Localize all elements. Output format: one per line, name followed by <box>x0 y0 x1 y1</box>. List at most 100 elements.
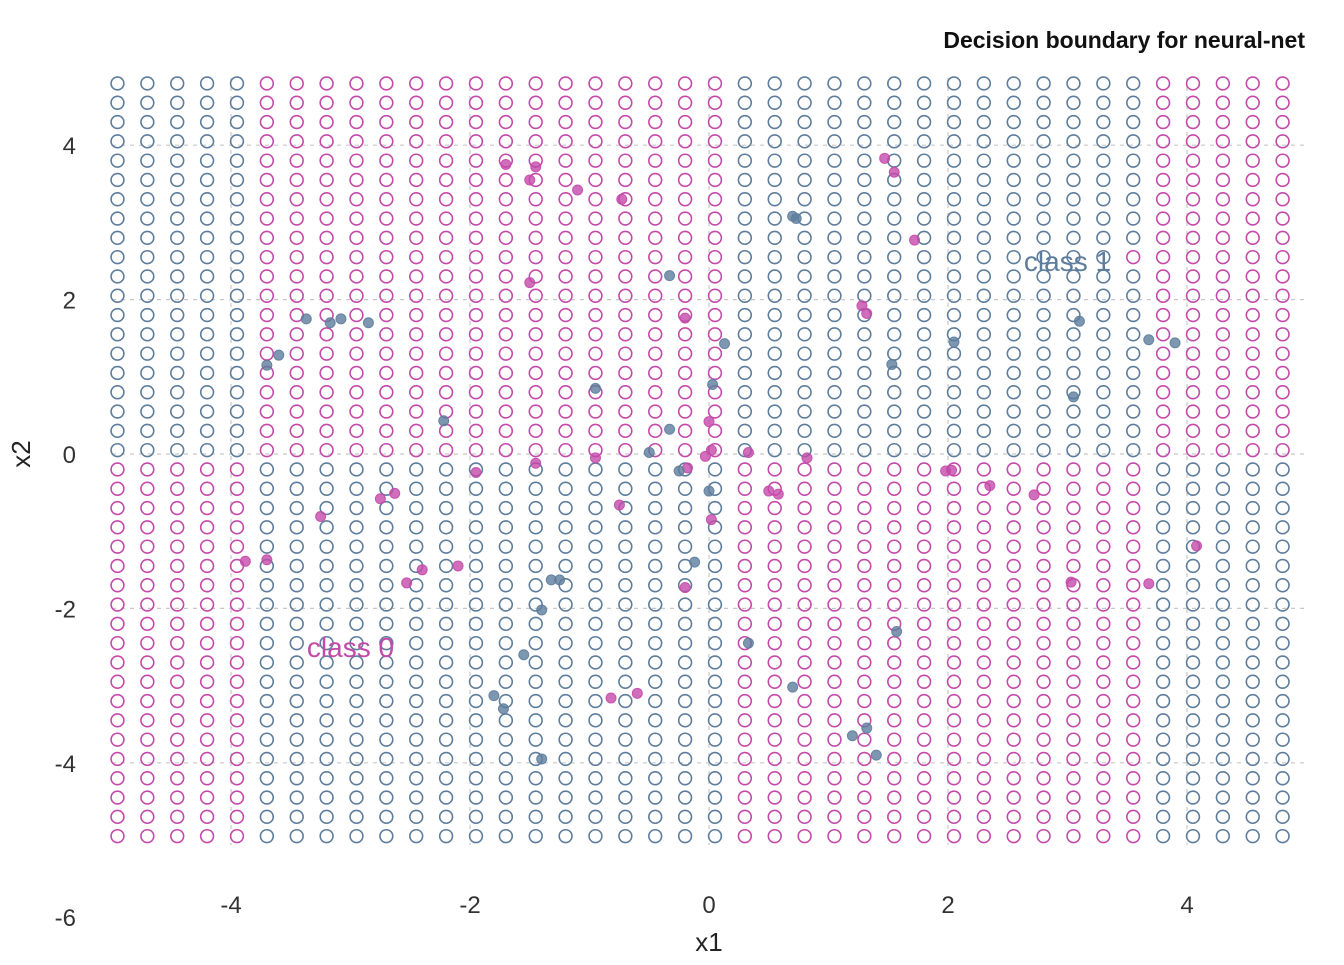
grid-marker-class-0 <box>170 635 185 651</box>
grid-marker-class-0 <box>1036 674 1051 689</box>
grid-marker-class-0 <box>648 76 663 91</box>
grid-marker-class-0 <box>1096 828 1111 844</box>
grid-marker-class-1 <box>1155 693 1171 709</box>
grid-marker-class-0 <box>887 751 902 767</box>
grid-marker-class-0 <box>349 172 364 188</box>
grid-marker-class-0 <box>1126 713 1141 728</box>
grid-marker-class-0 <box>1066 828 1081 844</box>
grid-marker-class-0 <box>618 288 633 303</box>
grid-marker-class-1 <box>946 404 962 419</box>
grid-marker-class-1 <box>259 674 275 689</box>
grid-marker-class-1 <box>1245 539 1260 554</box>
grid-marker-class-1 <box>737 249 753 265</box>
grid-marker-class-1 <box>588 674 603 689</box>
grid-marker-class-1 <box>916 404 932 419</box>
grid-marker-class-1 <box>438 790 454 805</box>
grid-marker-class-1 <box>170 423 185 439</box>
grid-marker-class-1 <box>528 558 543 574</box>
grid-marker-class-0 <box>1066 616 1081 632</box>
grid-marker-class-1 <box>498 751 514 767</box>
data-point-class-1 <box>703 485 715 497</box>
grid-marker-class-0 <box>1066 481 1081 496</box>
data-point-class-0 <box>616 193 628 205</box>
grid-marker-class-0 <box>946 635 962 651</box>
data-point-class-1 <box>488 690 500 702</box>
grid-marker-class-1 <box>170 269 185 284</box>
grid-marker-class-0 <box>1036 462 1051 477</box>
grid-marker-class-1 <box>648 558 663 574</box>
grid-marker-class-1 <box>110 442 125 458</box>
grid-marker-class-0 <box>319 153 334 168</box>
grid-marker-class-1 <box>1096 134 1111 149</box>
grid-marker-class-1 <box>618 462 633 477</box>
grid-marker-class-0 <box>677 385 693 400</box>
grid-marker-class-1 <box>1155 713 1171 728</box>
grid-marker-class-1 <box>916 134 932 149</box>
grid-marker-class-1 <box>1006 385 1021 400</box>
grid-marker-class-1 <box>229 269 245 284</box>
grid-marker-class-0 <box>1155 346 1171 361</box>
grid-marker-class-1 <box>916 249 932 265</box>
grid-marker-class-1 <box>528 655 543 670</box>
grid-marker-class-0 <box>677 365 693 381</box>
grid-marker-class-1 <box>1185 732 1201 747</box>
grid-marker-class-0 <box>916 481 932 496</box>
grid-marker-class-0 <box>349 442 364 458</box>
grid-marker-class-1 <box>1006 307 1021 323</box>
grid-marker-class-0 <box>259 211 275 226</box>
grid-marker-class-1 <box>797 172 812 188</box>
grid-marker-class-1 <box>199 346 215 361</box>
grid-marker-class-0 <box>737 616 753 632</box>
grid-marker-class-1 <box>409 635 424 651</box>
grid-marker-class-1 <box>1215 558 1231 574</box>
grid-marker-class-0 <box>946 597 962 612</box>
grid-marker-class-0 <box>1185 76 1201 91</box>
grid-marker-class-0 <box>1155 192 1171 207</box>
grid-marker-class-0 <box>916 732 932 747</box>
grid-marker-class-1 <box>1245 558 1260 574</box>
grid-marker-class-0 <box>707 134 723 149</box>
grid-marker-class-0 <box>946 500 962 516</box>
grid-marker-class-1 <box>946 172 962 188</box>
grid-marker-class-1 <box>140 269 155 284</box>
grid-marker-class-0 <box>438 385 454 400</box>
grid-marker-class-0 <box>558 307 573 323</box>
grid-marker-class-0 <box>528 385 543 400</box>
grid-marker-class-0 <box>1155 442 1171 458</box>
grid-marker-class-1 <box>1066 269 1081 284</box>
grid-marker-class-0 <box>588 269 603 284</box>
grid-marker-class-0 <box>887 462 902 477</box>
grid-marker-class-1 <box>1036 134 1051 149</box>
grid-marker-class-0 <box>767 616 782 632</box>
grid-marker-class-0 <box>438 442 454 458</box>
grid-marker-class-0 <box>1096 520 1111 535</box>
data-point-class-1 <box>536 753 548 765</box>
grid-marker-class-1 <box>110 172 125 188</box>
grid-marker-class-0 <box>946 616 962 632</box>
grid-marker-class-1 <box>229 134 245 149</box>
grid-marker-class-1 <box>409 790 424 805</box>
grid-marker-class-1 <box>199 365 215 381</box>
grid-marker-class-1 <box>199 134 215 149</box>
grid-marker-class-1 <box>1275 597 1290 612</box>
grid-marker-class-0 <box>349 192 364 207</box>
grid-marker-class-1 <box>976 95 992 110</box>
grid-marker-class-0 <box>140 578 155 593</box>
grid-marker-class-1 <box>976 404 992 419</box>
data-point-class-1 <box>1073 315 1085 327</box>
grid-marker-class-1 <box>588 751 603 767</box>
grid-marker-class-0 <box>1275 153 1290 168</box>
grid-marker-class-1 <box>199 442 215 458</box>
grid-marker-class-1 <box>588 597 603 612</box>
grid-marker-class-1 <box>1096 211 1111 226</box>
grid-marker-class-1 <box>349 809 364 825</box>
grid-marker-class-1 <box>1185 616 1201 632</box>
grid-marker-class-0 <box>558 153 573 168</box>
grid-marker-class-0 <box>468 76 484 91</box>
grid-marker-class-0 <box>1096 693 1111 709</box>
grid-marker-class-0 <box>199 597 215 612</box>
grid-marker-class-0 <box>259 76 275 91</box>
grid-marker-class-0 <box>140 790 155 805</box>
grid-marker-class-0 <box>199 500 215 516</box>
grid-marker-class-1 <box>259 732 275 747</box>
